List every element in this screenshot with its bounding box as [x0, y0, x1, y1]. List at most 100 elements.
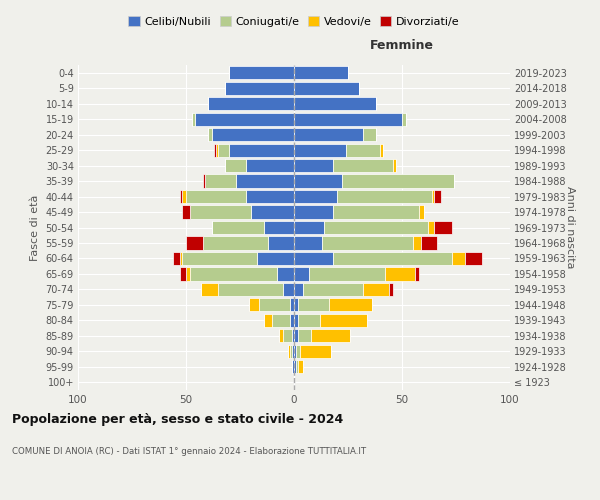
Bar	[283, 330, 292, 342]
Bar	[247, 159, 294, 172]
Bar	[298, 314, 320, 327]
Bar	[294, 97, 376, 110]
Bar	[248, 298, 259, 312]
Bar	[324, 221, 428, 234]
Bar	[294, 66, 348, 80]
Y-axis label: Anni di nascita: Anni di nascita	[565, 186, 575, 269]
Bar	[208, 128, 212, 141]
Bar	[402, 112, 406, 126]
Bar	[218, 283, 283, 296]
Bar	[290, 344, 292, 358]
Bar	[415, 268, 419, 280]
Bar	[298, 298, 329, 312]
Bar	[294, 330, 298, 342]
Bar	[182, 252, 257, 265]
Bar	[182, 190, 186, 203]
Bar	[212, 128, 294, 141]
Bar	[216, 144, 218, 156]
Text: Femmine: Femmine	[370, 39, 434, 52]
Bar	[264, 314, 272, 327]
Bar	[434, 221, 452, 234]
Bar	[294, 268, 309, 280]
Bar	[294, 128, 363, 141]
Bar	[294, 174, 341, 188]
Text: COMUNE DI ANOIA (RC) - Dati ISTAT 1° gennaio 2024 - Elaborazione TUTTITALIA.IT: COMUNE DI ANOIA (RC) - Dati ISTAT 1° gen…	[12, 448, 366, 456]
Bar	[264, 221, 294, 234]
Y-axis label: Fasce di età: Fasce di età	[30, 194, 40, 260]
Bar	[294, 283, 302, 296]
Bar	[302, 283, 363, 296]
Bar	[292, 360, 294, 374]
Bar	[279, 330, 283, 342]
Bar	[294, 206, 333, 218]
Bar	[380, 144, 383, 156]
Text: Popolazione per età, sesso e stato civile - 2024: Popolazione per età, sesso e stato civil…	[12, 412, 343, 426]
Bar	[214, 144, 216, 156]
Bar	[389, 283, 394, 296]
Bar	[190, 268, 277, 280]
Bar	[257, 252, 294, 265]
Bar	[259, 298, 290, 312]
Bar	[333, 252, 452, 265]
Bar	[283, 283, 294, 296]
Bar	[292, 330, 294, 342]
Legend: Celibi/Nubili, Coniugati/e, Vedovi/e, Divorziati/e: Celibi/Nubili, Coniugati/e, Vedovi/e, Di…	[124, 12, 464, 32]
Bar	[294, 298, 298, 312]
Bar	[229, 144, 294, 156]
Bar	[186, 236, 203, 250]
Bar	[434, 190, 441, 203]
Bar	[464, 252, 482, 265]
Bar	[277, 268, 294, 280]
Bar	[421, 236, 437, 250]
Bar	[201, 283, 218, 296]
Bar	[294, 252, 333, 265]
Bar	[363, 128, 376, 141]
Bar	[413, 236, 421, 250]
Bar	[194, 112, 294, 126]
Bar	[320, 314, 367, 327]
Bar	[251, 206, 294, 218]
Bar	[428, 221, 434, 234]
Bar	[294, 112, 402, 126]
Bar	[179, 190, 182, 203]
Bar	[296, 360, 298, 374]
Bar	[268, 236, 294, 250]
Bar	[294, 221, 324, 234]
Bar	[182, 206, 190, 218]
Bar	[247, 190, 294, 203]
Bar	[309, 268, 385, 280]
Bar	[179, 268, 186, 280]
Bar	[236, 174, 294, 188]
Bar	[298, 360, 302, 374]
Bar	[203, 236, 268, 250]
Bar	[294, 159, 333, 172]
Bar	[294, 314, 298, 327]
Bar	[337, 190, 432, 203]
Bar	[322, 236, 413, 250]
Bar	[294, 82, 359, 95]
Bar	[229, 66, 294, 80]
Bar	[363, 283, 389, 296]
Bar	[290, 298, 294, 312]
Bar	[218, 144, 229, 156]
Bar	[186, 268, 190, 280]
Bar	[329, 298, 372, 312]
Bar	[333, 159, 394, 172]
Bar	[212, 221, 264, 234]
Bar	[394, 159, 395, 172]
Bar	[311, 330, 350, 342]
Bar	[294, 144, 346, 156]
Bar	[452, 252, 464, 265]
Bar	[292, 344, 294, 358]
Bar	[287, 344, 290, 358]
Bar	[203, 174, 205, 188]
Bar	[225, 159, 247, 172]
Bar	[333, 206, 419, 218]
Bar	[301, 344, 331, 358]
Bar	[173, 252, 179, 265]
Bar	[225, 82, 294, 95]
Bar	[419, 206, 424, 218]
Bar	[272, 314, 290, 327]
Bar	[290, 314, 294, 327]
Bar	[432, 190, 434, 203]
